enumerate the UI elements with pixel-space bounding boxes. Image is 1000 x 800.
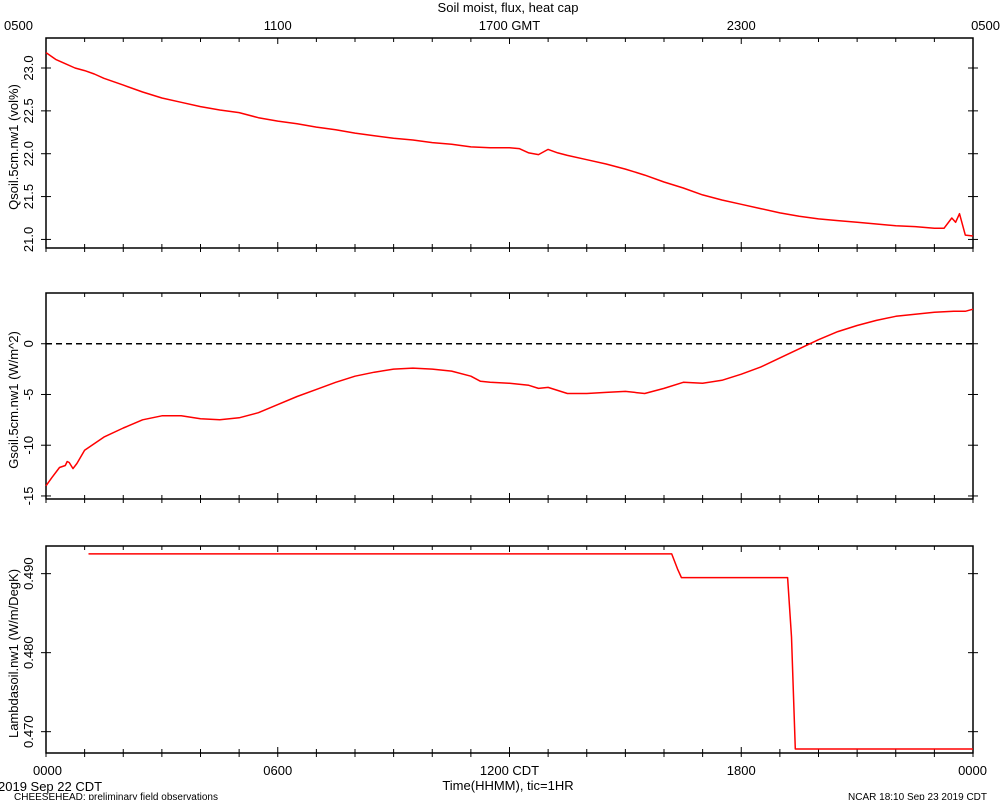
y-tick-label: 22.0 <box>21 141 36 166</box>
bottom-axis-tick-labels: 0000 0600 1200 CDT 1800 0000 <box>33 763 987 778</box>
bottom-axis-tick-label: 0600 <box>263 763 292 778</box>
series-line <box>88 553 973 750</box>
y-tick-label: 22.5 <box>21 98 36 123</box>
top-axis-tick-label: 1100 <box>264 18 292 33</box>
y-tick-label: -5 <box>21 389 36 401</box>
y-tick-label: 0 <box>21 340 36 347</box>
series-line <box>45 51 974 237</box>
y-axis-label: Lambdasoil.nw1 (W/m/DegK) <box>6 569 21 738</box>
plot-frame <box>45 37 974 249</box>
series-line <box>45 308 974 487</box>
bottom-axis-tick-label: 1800 <box>727 763 756 778</box>
y-axis-label: Qsoil.5cm.nw1 (vol%) <box>6 84 21 210</box>
y-tick-label: 21.0 <box>21 227 36 252</box>
y-tick-label: -15 <box>21 487 36 506</box>
footer-project: CHEESEHEAD: preliminary field observatio… <box>14 792 218 800</box>
bottom-axis-tick-label: 1200 CDT <box>480 763 539 778</box>
y-tick-label: 0.480 <box>21 636 36 669</box>
footer-credit: NCAR 18:10 Sep 23 2019 CDT <box>848 792 987 800</box>
bottom-axis-tick-label: 0000 <box>958 763 987 778</box>
y-axis-label: Gsoil.5cm.nw1 (W/m^2) <box>6 331 21 469</box>
plot-frame <box>45 292 974 500</box>
top-axis-tick-label: 0500 <box>971 18 1000 33</box>
top-axis-tick-labels: 0500 1100 1700 GMT 2300 0500 <box>4 18 1000 33</box>
y-tick-label: 21.5 <box>21 184 36 209</box>
y-tick-label: 0.490 <box>21 557 36 590</box>
x-axis-label: Time(HHMM), tic=1HR <box>442 778 573 793</box>
bottom-axis-tick-label: 0000 <box>33 763 62 778</box>
top-axis-tick-label: 2300 <box>727 18 756 33</box>
top-axis-tick-label: 1700 GMT <box>479 18 540 33</box>
y-tick-label: 0.470 <box>21 715 36 748</box>
top-axis-tick-label: 0500 <box>4 18 33 33</box>
y-tick-label: 23.0 <box>21 55 36 80</box>
plot-frame <box>45 545 974 754</box>
chart-title: Soil moist, flux, heat cap <box>438 0 579 15</box>
y-tick-label: -10 <box>21 436 36 455</box>
footer-date: 2019 Sep 22 CDT <box>0 779 102 794</box>
